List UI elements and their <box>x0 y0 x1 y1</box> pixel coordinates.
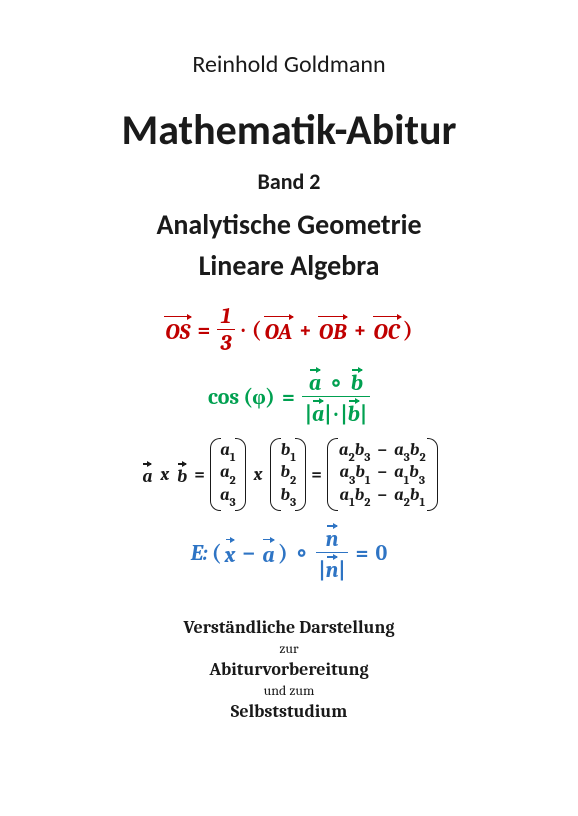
equals: = <box>194 317 213 343</box>
formula-centroid: OS = 1 3 · ( OA + OB + OC ) <box>165 305 412 354</box>
author-name: Reinhold Goldmann <box>192 50 385 79</box>
main-title: Mathematik-Abitur <box>122 105 457 156</box>
book-cover: Reinhold Goldmann Mathematik-Abitur Band… <box>0 0 578 816</box>
formula-cross-product: a x b = a1 a2 a3 x b1 b2 b3 = a2b3 − a3b… <box>142 439 435 510</box>
formula-cosine: cos(φ) = a ∘ b |a|·|b| <box>208 368 370 425</box>
desc-line-3: Abiturvorbereitung <box>209 659 368 680</box>
column-vector-result: a2b3 − a3b2 a3b1 − a1b3 a1b2 − a2b1 <box>329 439 436 510</box>
fraction-cosine: a ∘ b |a|·|b| <box>302 368 370 425</box>
description-block: Verständliche Darstellung zur Abiturvorb… <box>183 617 394 722</box>
fraction-one-third: 1 3 <box>217 305 234 354</box>
desc-line-5: Selbststudium <box>231 701 348 722</box>
formula-block: OS = 1 3 · ( OA + OB + OC ) cos(φ) = a ∘… <box>142 305 435 581</box>
volume-label: Band 2 <box>258 168 321 195</box>
column-vector-a: a1 a2 a3 <box>212 439 244 510</box>
desc-line-1: Verständliche Darstellung <box>183 617 394 638</box>
subtitle-1: Analytische Geometrie <box>156 207 421 242</box>
desc-line-2: zur <box>279 640 298 657</box>
subtitle-2: Lineare Algebra <box>199 248 380 283</box>
column-vector-b: b1 b2 b3 <box>272 439 304 510</box>
desc-line-4: und zum <box>264 682 315 699</box>
formula-plane: E: (x − a) ∘ n |n| = 0 <box>191 524 387 581</box>
vec-os: OS <box>165 315 190 345</box>
fraction-normal: n |n| <box>316 524 349 581</box>
